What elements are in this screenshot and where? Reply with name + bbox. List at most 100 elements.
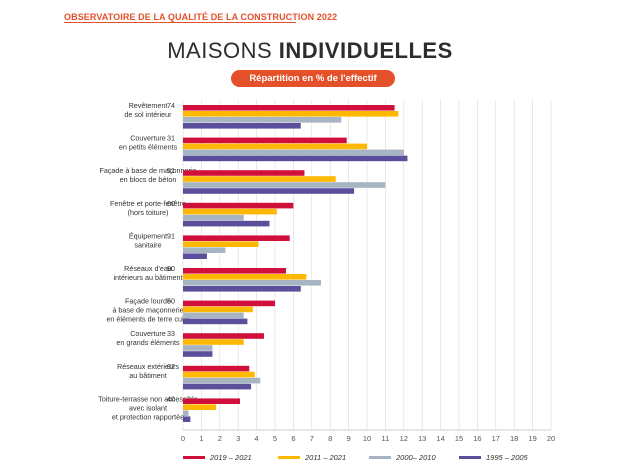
- category-code: 50: [167, 297, 175, 306]
- x-tick-label: 2: [218, 434, 222, 443]
- legend-label: 2000– 2010: [396, 452, 436, 462]
- category-label: Fenêtre et porte-fenêtre: [110, 199, 186, 208]
- bar: [183, 155, 408, 162]
- category-code: 90: [167, 264, 175, 273]
- x-tick-label: 15: [455, 434, 463, 443]
- observatory-label: OBSERVATOIRE DE LA QUALITÉ DE LA CONSTRU…: [64, 12, 338, 22]
- category-label: (hors toiture): [128, 208, 169, 217]
- bar: [183, 312, 244, 319]
- category-code: 31: [167, 134, 175, 143]
- category-code: 91: [167, 231, 175, 240]
- x-tick-label: 16: [473, 434, 481, 443]
- bar: [183, 123, 301, 129]
- x-tick-label: 5: [273, 434, 277, 443]
- legend-item: 1995 – 2005: [459, 451, 528, 463]
- category-label: Couverture: [130, 329, 166, 338]
- bar: [183, 117, 342, 123]
- category-label: sanitaire: [134, 240, 161, 249]
- chart-title-part1: MAISONS: [167, 38, 279, 63]
- bar: [183, 404, 217, 410]
- x-tick-label: 12: [400, 434, 408, 443]
- x-tick-label: 1: [199, 434, 203, 443]
- legend-item: 2019 – 2021: [183, 451, 252, 463]
- legend-item: 2000– 2010: [369, 451, 436, 463]
- bar: [183, 280, 321, 286]
- category-label: intérieurs au bâtiment: [113, 273, 182, 282]
- x-tick-label: 4: [255, 434, 259, 443]
- category-label: au bâtiment: [129, 371, 167, 380]
- bar: [183, 345, 213, 351]
- chart-subtitle-badge: Répartition en % de l'effectif: [231, 70, 395, 87]
- x-tick-label: 6: [291, 434, 295, 443]
- legend-swatch: [278, 455, 300, 459]
- legend-swatch: [459, 455, 481, 459]
- bar: [183, 247, 226, 253]
- category-label: Façade lourde: [125, 297, 171, 306]
- legend-swatch: [183, 455, 205, 459]
- x-tick-label: 11: [382, 434, 390, 443]
- bar: [183, 202, 294, 209]
- bar: [183, 365, 250, 372]
- x-tick-label: 19: [528, 434, 536, 443]
- category-label: Couverture: [130, 134, 166, 143]
- bar: [183, 143, 367, 150]
- bar: [183, 188, 355, 194]
- bar: [183, 318, 248, 325]
- bar: [183, 333, 264, 339]
- category-code: 74: [167, 101, 175, 110]
- bar: [183, 416, 191, 422]
- legend-label: 2011 – 2021: [305, 452, 347, 462]
- bar: [183, 253, 207, 259]
- x-tick-label: 8: [328, 434, 332, 443]
- category-code: 02: [167, 362, 175, 371]
- header-underline: [64, 22, 296, 23]
- observatory-header: OBSERVATOIRE DE LA QUALITÉ DE LA CONSTRU…: [64, 7, 337, 25]
- category-label: à base de maçonnerie: [112, 306, 183, 315]
- category-label: Équipement: [129, 231, 167, 240]
- legend-swatch: [369, 455, 391, 459]
- bar: [183, 410, 189, 416]
- chart-title-part2: INDIVIDUELLES: [278, 38, 453, 63]
- category-label: en grands éléments: [116, 338, 180, 347]
- category-label: en blocs de béton: [120, 175, 177, 184]
- bar: [183, 268, 287, 274]
- bar: [183, 182, 386, 188]
- bar: [183, 149, 404, 156]
- category-label: avec isolant: [129, 403, 167, 412]
- x-tick-label: 18: [510, 434, 518, 443]
- x-tick-label: 20: [547, 434, 555, 443]
- x-tick-label: 10: [363, 434, 371, 443]
- bar: [183, 208, 277, 215]
- x-tick-label: 7: [310, 434, 314, 443]
- legend-label: 1995 – 2005: [486, 452, 528, 462]
- bar: [183, 176, 336, 182]
- category-code: 51: [167, 166, 175, 175]
- chart-title: MAISONS INDIVIDUELLES: [0, 38, 620, 64]
- category-label: et protection rapportée: [112, 412, 184, 421]
- x-tick-label: 9: [347, 434, 351, 443]
- category-label: en petits éléments: [119, 143, 178, 152]
- bar: [183, 300, 275, 307]
- x-tick-label: 0: [181, 434, 185, 443]
- bar: [183, 111, 399, 117]
- bar: [183, 214, 244, 221]
- category-label: Façade à base de maçonnerie: [99, 166, 196, 175]
- x-tick-label: 13: [418, 434, 426, 443]
- category-code: 40: [167, 394, 175, 403]
- bar: [183, 383, 252, 390]
- category-label: de sol intérieur: [124, 110, 172, 119]
- bar: [183, 351, 213, 357]
- legend-item: 2011 – 2021: [278, 451, 346, 463]
- legend-label: 2019 – 2021: [210, 452, 252, 462]
- category-label: Réseaux extérieurs: [117, 362, 179, 371]
- bar: [183, 274, 307, 280]
- bar: [183, 377, 261, 384]
- bar: [183, 286, 301, 292]
- bar: [183, 371, 255, 378]
- x-tick-label: 17: [492, 434, 500, 443]
- category-label: Réseaux d'eau: [124, 264, 172, 273]
- category-label: en éléments de terre cuite: [106, 315, 189, 324]
- bar: [183, 241, 259, 247]
- category-label: Toiture-terrasse non accessible: [98, 394, 197, 403]
